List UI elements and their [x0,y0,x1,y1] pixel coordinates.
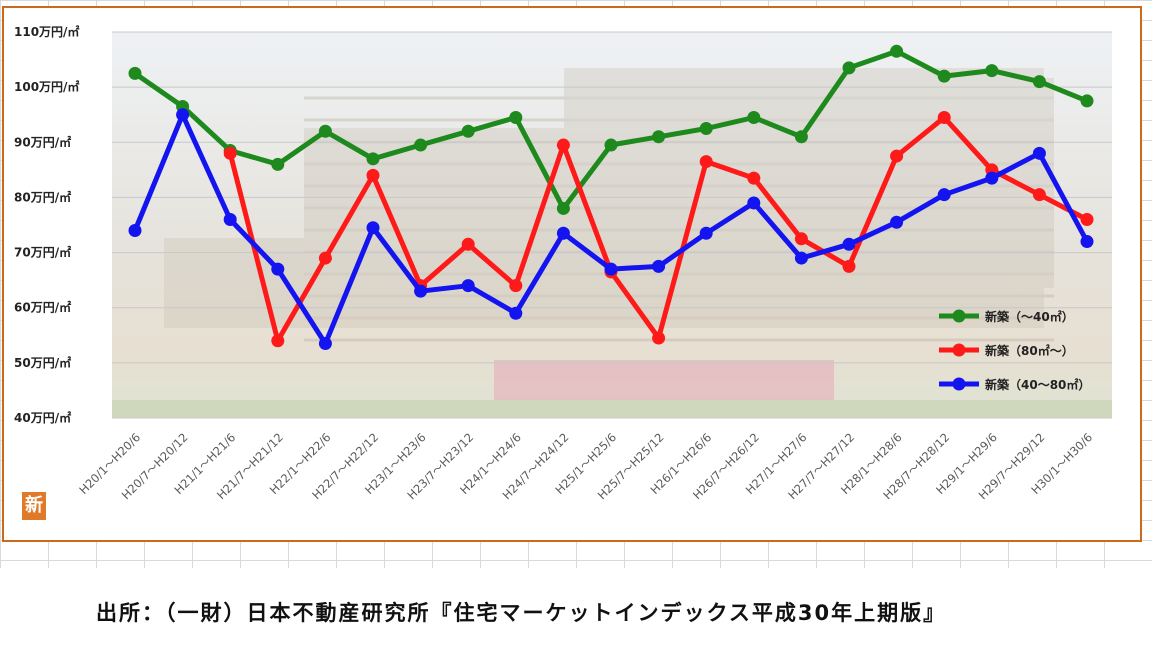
data-point [1032,146,1046,160]
data-point [556,138,570,152]
data-point [747,110,761,124]
data-point [366,221,380,235]
legend-label: 新築（〜40㎡） [985,309,1074,324]
data-point [414,138,428,152]
data-point [509,110,523,124]
data-point [556,226,570,240]
data-point [699,155,713,169]
y-tick-label: 70万円/㎡ [14,245,71,260]
data-point [937,69,951,83]
data-point [1080,235,1094,249]
data-point [366,152,380,166]
legend-marker [952,343,966,357]
data-point [842,61,856,75]
shin-logo-icon: 新 [22,492,46,520]
line-chart: 40万円/㎡ 50万円/㎡ 60万円/㎡ 70万円/㎡ 80万円/㎡ 90万円/㎡ 100万… [14,24,1112,502]
data-point [699,226,713,240]
data-point [985,171,999,185]
y-tick-label: 90万円/㎡ [14,134,71,149]
data-point [366,168,380,182]
data-point [128,224,142,238]
data-point [604,138,618,152]
y-axis-ticks: 40万円/㎡ 50万円/㎡ 60万円/㎡ 70万円/㎡ 80万円/㎡ 90万円/㎡ 100万… [14,24,79,425]
data-point [747,171,761,185]
data-point [937,110,951,124]
flower-bed [494,360,834,400]
lawn [112,400,1112,418]
data-point [271,262,285,276]
y-tick-label: 60万円/㎡ [14,300,71,315]
data-point [1032,188,1046,202]
data-point [318,251,332,265]
series-3 [128,108,1094,351]
plot-background [112,32,1112,418]
data-point [128,66,142,80]
data-point [318,337,332,351]
y-tick-label: 110万円/㎡ [14,24,79,39]
building-block [564,68,1044,328]
plot-area [112,32,1112,418]
data-point [985,64,999,78]
data-point [414,284,428,298]
legend-label: 新築（80㎡〜） [985,343,1074,358]
data-point [699,122,713,135]
data-point [271,157,285,171]
data-point [1080,212,1094,226]
y-tick-label: 50万円/㎡ [14,355,71,370]
series-lines [128,44,1094,351]
legend-label: 新築（40〜80㎡） [985,377,1090,392]
data-point [842,259,856,273]
series-1 [128,44,1094,215]
y-tick-label: 100万円/㎡ [14,79,79,94]
data-point [176,108,190,122]
data-point [842,237,856,251]
data-point [652,331,666,345]
data-point [509,279,523,293]
legend-marker [952,377,966,391]
chart-frame: 40万円/㎡ 50万円/㎡ 60万円/㎡ 70万円/㎡ 80万円/㎡ 90万円/㎡ 100万… [2,6,1142,542]
source-caption: 出所：（一財）日本不動産研究所『住宅マーケットインデックス平成30年上期版』 [96,601,947,625]
data-point [318,124,332,138]
legend: 新築（〜40㎡） 新築（80㎡〜） 新築（40〜80㎡） [939,309,1090,392]
data-point [461,279,475,293]
data-point [509,306,523,320]
data-point [890,215,904,229]
data-point [890,149,904,163]
data-point [794,251,808,265]
data-point [890,44,904,58]
data-point [747,196,761,210]
building-block [864,78,1054,288]
y-tick-label: 80万円/㎡ [14,189,71,204]
data-point [794,232,808,246]
data-point [652,130,666,144]
data-point [1032,75,1046,89]
y-tick-label: 40万円/㎡ [14,410,71,425]
data-point [604,262,618,276]
data-point [461,237,475,251]
x-axis-ticks: H20/1〜H20/6H20/7〜H20/12H21/1〜H21/6H21/7〜… [76,430,1095,502]
data-point [271,334,285,348]
data-point [937,188,951,202]
data-point [652,259,666,273]
data-point [556,201,570,215]
legend-marker [952,309,966,323]
data-point [794,130,808,144]
data-point [1080,94,1094,108]
data-point [223,146,237,160]
data-point [461,124,475,138]
source-bar [0,568,1152,648]
data-point [223,212,237,226]
